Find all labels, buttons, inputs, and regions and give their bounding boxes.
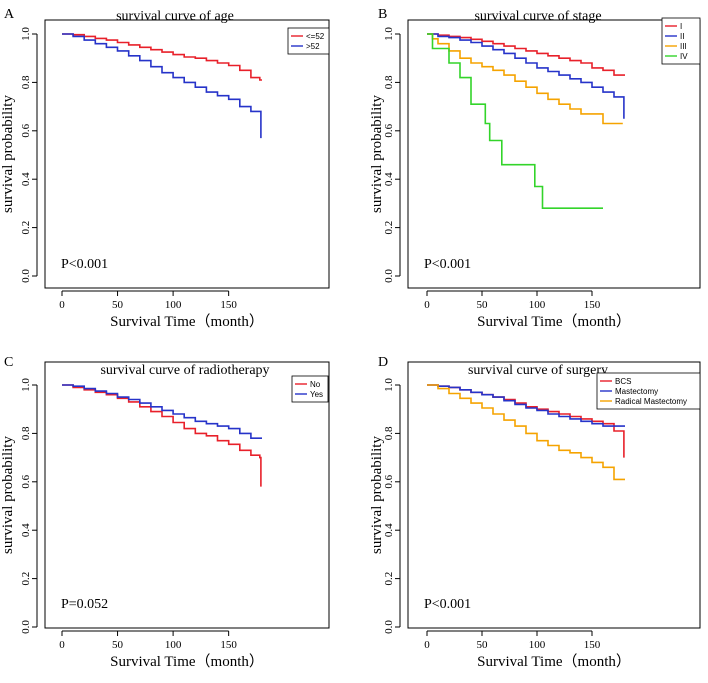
chart-title: survival curve of stage (474, 9, 601, 24)
series-line-iv (427, 33, 603, 209)
legend-label: >52 (306, 42, 320, 51)
plot-frame (44, 361, 330, 629)
y-tick-label: 0.2 (383, 572, 395, 586)
y-tick-label: 0.0 (383, 269, 395, 283)
y-tick-label: 0.8 (383, 75, 395, 89)
x-tick-label: 150 (584, 639, 601, 651)
y-tick-label: 0.6 (20, 123, 32, 137)
p-value-annotation: P<0.001 (424, 257, 471, 272)
y-tick-label: 1.0 (383, 27, 395, 41)
p-value-annotation: P<0.001 (424, 597, 471, 612)
chart-title: survival curve of radiotherapy (100, 363, 269, 378)
panel-label: D (378, 355, 388, 370)
series-line-mastectomy (427, 384, 625, 427)
legend-label: Yes (310, 390, 323, 399)
series-line-yes (62, 384, 262, 439)
x-tick-label: 0 (424, 299, 430, 311)
y-tick-label: 0.4 (20, 172, 32, 186)
x-axis-label: Survival Time（month） (110, 313, 264, 330)
series-line-i (427, 33, 625, 76)
y-tick-label: 0.8 (20, 426, 32, 440)
y-tick-label: 0.6 (383, 474, 395, 488)
x-tick-label: 100 (529, 639, 546, 651)
series-line-bcs (427, 384, 625, 458)
x-tick-label: 0 (59, 299, 65, 311)
x-tick-label: 50 (477, 299, 489, 311)
x-tick-label: 50 (112, 299, 124, 311)
p-value-annotation: P<0.001 (61, 257, 108, 272)
series-line--52 (62, 33, 262, 139)
x-tick-label: 0 (59, 639, 65, 651)
y-tick-label: 0.2 (20, 221, 32, 235)
series-line-radical-mastectomy (427, 384, 625, 481)
x-tick-label: 100 (529, 299, 546, 311)
x-tick-label: 100 (165, 639, 182, 651)
y-tick-label: 1.0 (20, 378, 32, 392)
y-tick-label: 0.4 (383, 172, 395, 186)
plot-frame (407, 19, 701, 289)
plot-frame (407, 361, 701, 629)
x-tick-label: 150 (220, 299, 237, 311)
series-line-iii (427, 33, 623, 125)
series-line--52 (62, 33, 262, 81)
x-axis-label: Survival Time（month） (110, 653, 264, 670)
legend-label: Radical Mastectomy (615, 397, 687, 406)
y-tick-label: 0.2 (20, 572, 32, 586)
y-axis-label: survival probability (369, 436, 385, 554)
y-axis-label: survival probability (0, 436, 16, 554)
y-tick-label: 0.0 (20, 269, 32, 283)
panel-label: A (4, 7, 15, 22)
legend-label: <=52 (306, 32, 325, 41)
x-tick-label: 50 (477, 639, 489, 651)
legend-label: III (680, 42, 687, 51)
y-tick-label: 0.4 (383, 523, 395, 537)
y-tick-label: 0.6 (20, 474, 32, 488)
x-tick-label: 150 (584, 299, 601, 311)
x-axis-label: Survival Time（month） (477, 313, 631, 330)
y-tick-label: 0.6 (383, 123, 395, 137)
x-tick-label: 150 (220, 639, 237, 651)
legend-label: II (680, 32, 684, 41)
panel-label: C (4, 355, 13, 370)
plot-frame (44, 19, 330, 289)
y-tick-label: 0.8 (20, 75, 32, 89)
panel-label: B (378, 7, 387, 22)
x-tick-label: 50 (112, 639, 124, 651)
y-tick-label: 0.4 (20, 523, 32, 537)
series-line-no (62, 384, 262, 487)
x-tick-label: 0 (424, 639, 430, 651)
legend-box (287, 27, 330, 55)
y-tick-label: 0.0 (20, 620, 32, 634)
y-tick-label: 0.2 (383, 221, 395, 235)
y-tick-label: 0.8 (383, 426, 395, 440)
y-tick-label: 1.0 (20, 27, 32, 41)
legend-box (291, 375, 329, 403)
series-line-ii (427, 33, 625, 119)
legend-label: I (680, 22, 682, 31)
legend-box (596, 372, 701, 410)
legend-label: BCS (615, 377, 631, 386)
y-axis-label: survival probability (0, 95, 16, 213)
x-axis-label: Survival Time（month） (477, 653, 631, 670)
x-tick-label: 100 (165, 299, 182, 311)
legend-label: IV (680, 52, 688, 61)
chart-title: survival curve of surgery (468, 363, 608, 378)
legend-label: No (310, 380, 321, 389)
p-value-annotation: P=0.052 (61, 597, 108, 612)
y-tick-label: 0.0 (383, 620, 395, 634)
chart-title: survival curve of age (116, 9, 234, 24)
y-tick-label: 1.0 (383, 378, 395, 392)
y-axis-label: survival probability (369, 95, 385, 213)
legend-label: Mastectomy (615, 387, 658, 396)
